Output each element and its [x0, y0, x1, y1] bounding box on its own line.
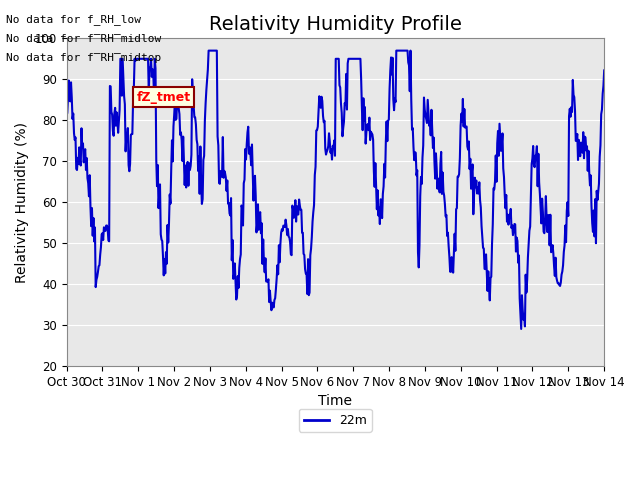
Text: No data for f̅RH̅midlow: No data for f̅RH̅midlow [6, 34, 162, 44]
X-axis label: Time: Time [318, 394, 353, 408]
Y-axis label: Relativity Humidity (%): Relativity Humidity (%) [15, 121, 29, 283]
Legend: 22m: 22m [299, 409, 372, 432]
Title: Relativity Humidity Profile: Relativity Humidity Profile [209, 15, 462, 34]
Text: No data for f_RH_low: No data for f_RH_low [6, 14, 141, 25]
Text: fZ_tmet: fZ_tmet [136, 91, 191, 104]
Text: No data for f̅RH̅midtop: No data for f̅RH̅midtop [6, 53, 162, 63]
